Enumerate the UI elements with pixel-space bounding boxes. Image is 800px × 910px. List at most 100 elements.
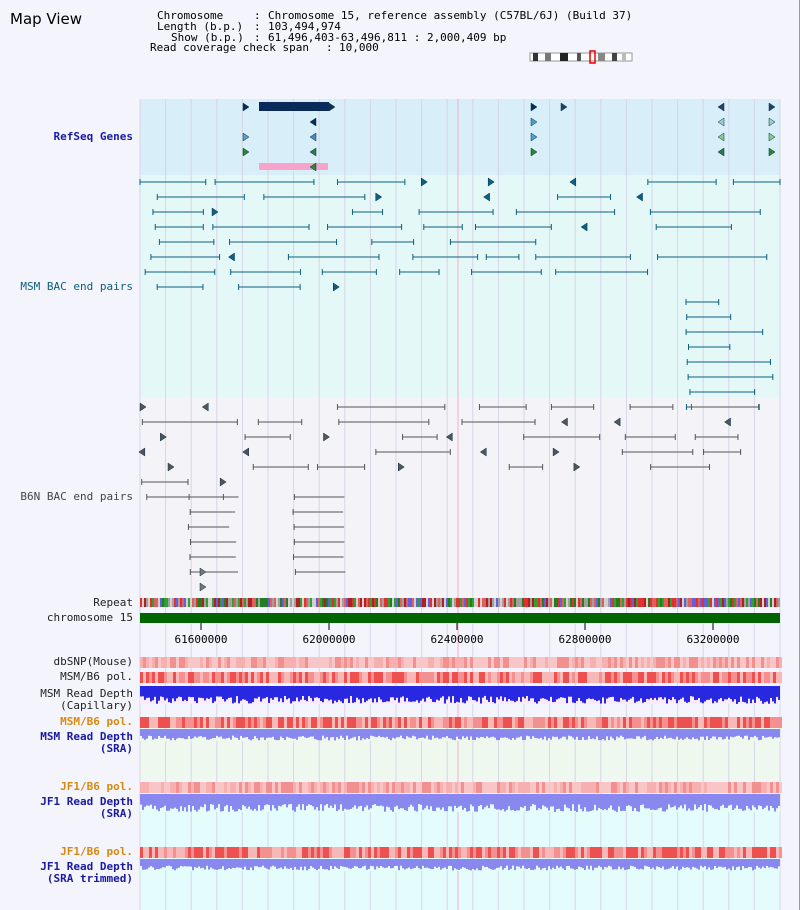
dbsnp-heat xyxy=(431,657,434,668)
track-label-msm-b6-pol[interactable]: MSM/B6 pol. xyxy=(60,670,133,683)
jf1-b6-pol-heat xyxy=(524,782,527,793)
jf1-depth-sra-bar xyxy=(720,794,722,807)
jf1-b6-pol-heat xyxy=(347,782,350,793)
msm-depth-sra-bar xyxy=(600,729,602,741)
jf1-b6-pol-heat xyxy=(143,782,146,793)
jf1-depth-trim-bar xyxy=(492,859,494,870)
msm-depth-cap-bar xyxy=(684,686,686,702)
msm-depth-sra-bar xyxy=(400,729,402,736)
track-label-msm-b6-pol-2[interactable]: MSM/B6 pol. xyxy=(60,715,133,728)
msm-b6-pol-heat xyxy=(449,672,452,683)
dbsnp-heat xyxy=(467,657,470,668)
jf1-depth-trim-bar xyxy=(146,859,148,870)
msm-depth-cap-bar xyxy=(398,686,400,703)
track-label-chromosome[interactable]: chromosome 15 xyxy=(46,611,133,624)
jf1-depth-sra-bar xyxy=(210,794,212,805)
msm-b6-pol-heat xyxy=(509,672,512,683)
track-label-repeat[interactable]: Repeat xyxy=(93,596,133,609)
dbsnp-heat xyxy=(236,657,239,668)
jf1-depth-trim-bar xyxy=(304,859,306,867)
jf1-depth-sra-bar xyxy=(714,794,716,810)
dbsnp-heat xyxy=(212,657,215,668)
track-label-jf1-b6-pol[interactable]: JF1/B6 pol. xyxy=(60,780,133,793)
msm-depth-sra-bar xyxy=(416,729,418,740)
repeat-block xyxy=(622,598,624,607)
jf1-depth-sra-bar xyxy=(684,794,686,805)
msm-depth-sra-bar xyxy=(412,729,414,736)
msm-depth-sra-bar xyxy=(182,729,184,739)
msm-b6-pol-heat xyxy=(446,672,449,683)
gene-arrow xyxy=(768,132,776,142)
msm-depth-cap-bar xyxy=(470,686,472,697)
repeat-block xyxy=(392,598,394,607)
dbsnp-heat xyxy=(599,657,602,668)
jf1-depth-trim-bar xyxy=(428,859,430,869)
msm-depth-cap-bar xyxy=(156,686,158,704)
jf1-depth-trim-bar xyxy=(558,859,560,868)
msm-depth-cap-bar xyxy=(636,686,638,702)
dbsnp-heat xyxy=(335,657,338,668)
track-label-msm-depth-cap[interactable]: MSM Read Depth xyxy=(40,687,133,700)
jf1-depth-trim-bar xyxy=(774,859,776,869)
track-label-dbsnp[interactable]: dbSNP(Mouse) xyxy=(53,655,133,668)
jf1-depth-sra-bar xyxy=(408,794,410,807)
track-label-msm-bac[interactable]: MSM BAC end pairs xyxy=(20,280,133,293)
msm-depth-sra-bar xyxy=(508,729,510,739)
msm-b6-pol-heat xyxy=(524,717,527,728)
msm-depth-sra-bar xyxy=(258,729,260,741)
msm-depth-cap-bar xyxy=(186,686,188,702)
jf1-depth-sra-bar xyxy=(600,794,602,810)
repeat-block xyxy=(498,598,500,607)
jf1-depth-trim-bar xyxy=(318,859,320,869)
jf1-b6-pol-heat xyxy=(764,782,767,793)
jf1-b6-pol-heat xyxy=(494,782,497,793)
msm-b6-pol-heat xyxy=(566,672,569,683)
jf1-b6-pol-heat xyxy=(485,782,488,793)
repeat-block xyxy=(558,598,560,607)
jf1-b6-pol-heat xyxy=(605,782,608,793)
jf1-b6-pol-heat xyxy=(296,847,299,858)
jf1-depth-sra-bar xyxy=(490,794,492,805)
msm-depth-sra-bar xyxy=(230,729,232,740)
track-label-jf1-depth-trim[interactable]: JF1 Read Depth xyxy=(40,860,133,873)
jf1-b6-pol-heat xyxy=(596,782,599,793)
dbsnp-heat xyxy=(311,657,314,668)
jf1-b6-pol-heat xyxy=(209,847,212,858)
msm-b6-pol-heat xyxy=(716,717,719,728)
jf1-b6-pol-heat xyxy=(467,782,470,793)
track-label-jf1-depth-sra[interactable]: JF1 Read Depth xyxy=(40,795,133,808)
repeat-block xyxy=(172,598,174,607)
msm-depth-sra-bar xyxy=(194,729,196,737)
repeat-block xyxy=(264,598,266,607)
msm-depth-cap-bar xyxy=(714,686,716,702)
jf1-depth-sra-bar xyxy=(580,794,582,809)
gene-arrow xyxy=(717,147,725,157)
repeat-block xyxy=(642,598,644,607)
jf1-b6-pol-heat xyxy=(707,782,710,793)
msm-depth-cap-bar xyxy=(346,686,348,699)
track-label-msm-depth-sra[interactable]: MSM Read Depth xyxy=(40,730,133,743)
repeat-block xyxy=(724,598,726,607)
msm-b6-pol-heat xyxy=(590,672,593,683)
msm-b6-pol-heat xyxy=(569,717,572,728)
jf1-depth-trim-bar xyxy=(398,859,400,871)
track-label-b6n-bac[interactable]: B6N BAC end pairs xyxy=(20,490,133,503)
msm-depth-sra-bar xyxy=(516,729,518,738)
b6n-bac-end-arrow xyxy=(138,447,146,457)
msm-depth-cap-bar xyxy=(290,686,292,704)
jf1-depth-trim-bar xyxy=(700,859,702,866)
msm-b6-pol-heat xyxy=(512,717,515,728)
msm-depth-cap-bar xyxy=(298,686,300,702)
jf1-depth-trim-bar xyxy=(454,859,456,869)
msm-b6-pol-heat xyxy=(230,672,233,683)
jf1-b6-pol-heat xyxy=(446,782,449,793)
repeat-block xyxy=(158,598,160,607)
jf1-depth-trim-bar xyxy=(326,859,328,870)
track-label-refseq[interactable]: RefSeq Genes xyxy=(53,130,133,143)
msm-b6-pol-heat xyxy=(641,672,644,683)
msm-b6-pol-heat xyxy=(590,717,593,728)
msm-depth-sra-bar xyxy=(192,729,194,739)
msm-depth-sra-bar xyxy=(156,729,158,739)
track-label-jf1-b6-pol-2[interactable]: JF1/B6 pol. xyxy=(60,845,133,858)
